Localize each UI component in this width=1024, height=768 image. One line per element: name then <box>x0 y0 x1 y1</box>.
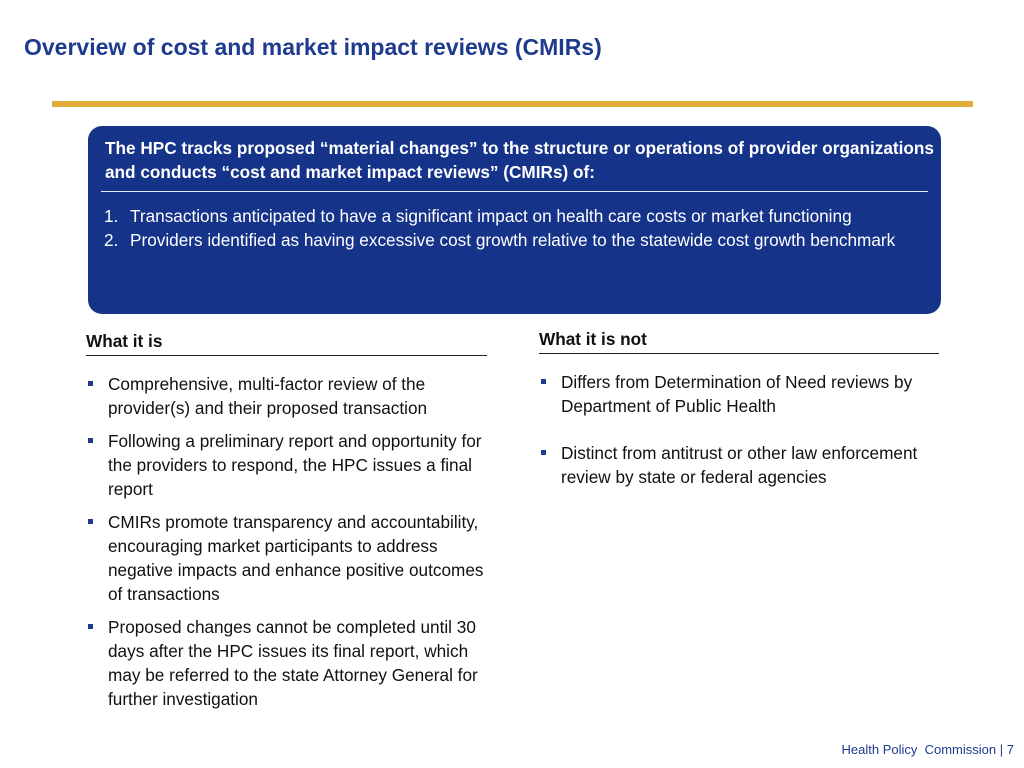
footer: Health Policy Commission | 7 <box>842 742 1014 757</box>
bullet-text: CMIRs promote transparency and accountab… <box>108 512 484 604</box>
bullet-text: Distinct from antitrust or other law enf… <box>561 443 918 487</box>
footer-org: Health Policy Commission <box>841 742 997 757</box>
bullet-text: Following a preliminary report and oppor… <box>108 431 482 499</box>
square-bullet-icon <box>88 438 93 443</box>
what-it-is-not-heading: What it is not <box>539 329 647 349</box>
footer-separator: | <box>999 742 1004 757</box>
square-bullet-icon <box>88 519 93 524</box>
list-item: Differs from Determination of Need revie… <box>539 370 934 418</box>
list-number: 2. <box>104 230 119 250</box>
page-title: Overview of cost and market impact revie… <box>24 34 602 60</box>
summary-divider <box>101 191 928 192</box>
page-number: 7 <box>1006 742 1014 757</box>
list-text: Providers identified as having excessive… <box>130 230 896 250</box>
bullet-text: Comprehensive, multi-factor review of th… <box>108 374 428 418</box>
what-it-is-not-divider <box>539 353 939 354</box>
square-bullet-icon <box>541 379 546 384</box>
list-item: Distinct from antitrust or other law enf… <box>539 441 934 489</box>
list-item: Proposed changes cannot be completed unt… <box>86 615 488 711</box>
summary-list-item: 2. Providers identified as having excess… <box>104 228 919 252</box>
summary-list-item: 1. Transactions anticipated to have a si… <box>104 204 919 228</box>
list-item: Comprehensive, multi-factor review of th… <box>86 372 488 420</box>
list-number: 1. <box>104 206 119 226</box>
bullet-text: Differs from Determination of Need revie… <box>561 372 913 416</box>
what-it-is-not-list: Differs from Determination of Need revie… <box>539 370 934 489</box>
square-bullet-icon <box>88 624 93 629</box>
list-item: Following a preliminary report and oppor… <box>86 429 488 501</box>
title-divider <box>52 101 973 107</box>
square-bullet-icon <box>88 381 93 386</box>
list-text: Transactions anticipated to have a signi… <box>130 206 852 226</box>
what-it-is-divider <box>86 355 487 356</box>
what-it-is-heading: What it is <box>86 331 163 351</box>
what-it-is-list: Comprehensive, multi-factor review of th… <box>86 372 488 711</box>
summary-list: 1. Transactions anticipated to have a si… <box>104 204 919 252</box>
summary-intro: The HPC tracks proposed “material change… <box>105 138 934 182</box>
list-item: CMIRs promote transparency and accountab… <box>86 510 488 606</box>
bullet-text: Proposed changes cannot be completed unt… <box>108 617 478 709</box>
summary-box: The HPC tracks proposed “material change… <box>88 126 941 314</box>
square-bullet-icon <box>541 450 546 455</box>
